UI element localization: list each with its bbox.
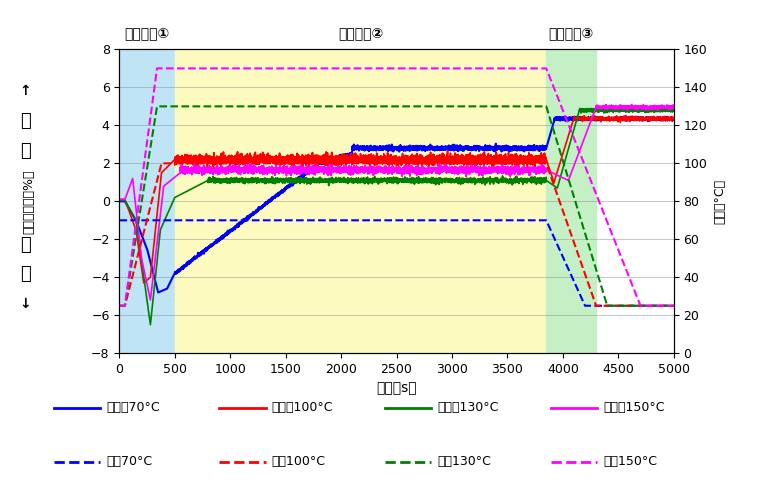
Text: 縮: 縮 xyxy=(20,142,31,160)
Text: 温度130°C: 温度130°C xyxy=(437,455,491,468)
Text: ステージ②: ステージ② xyxy=(338,26,383,40)
X-axis label: 時間（s）: 時間（s） xyxy=(377,381,417,396)
Text: 張: 張 xyxy=(20,265,31,283)
Text: ステージ③: ステージ③ xyxy=(548,26,594,40)
Y-axis label: 温度（°C）: 温度（°C） xyxy=(713,179,726,224)
Bar xyxy=(546,49,596,353)
Text: ↓: ↓ xyxy=(19,297,32,311)
Text: 収: 収 xyxy=(20,112,31,130)
Text: 収縮率70°C: 収縮率70°C xyxy=(106,401,160,414)
Text: 膨: 膨 xyxy=(20,236,31,253)
Text: 収縮率130°C: 収縮率130°C xyxy=(437,401,499,414)
Text: 温度100°C: 温度100°C xyxy=(272,455,326,468)
Text: ステージ①: ステージ① xyxy=(125,26,169,40)
Bar xyxy=(175,49,546,353)
Text: 温度150°C: 温度150°C xyxy=(603,455,657,468)
Text: 収縮率150°C: 収縮率150°C xyxy=(603,401,665,414)
Text: 収縮率100°C: 収縮率100°C xyxy=(272,401,333,414)
Text: 温度70°C: 温度70°C xyxy=(106,455,152,468)
Bar xyxy=(119,49,175,353)
Y-axis label: 体積減少率（%）: 体積減少率（%） xyxy=(22,169,35,234)
Text: ↑: ↑ xyxy=(19,84,32,98)
